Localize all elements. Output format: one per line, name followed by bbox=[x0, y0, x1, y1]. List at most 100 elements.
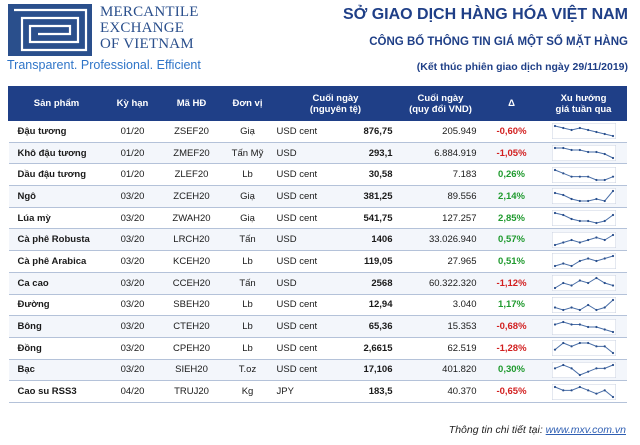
sparkline-point bbox=[594, 178, 598, 181]
trend-sparkline bbox=[551, 231, 616, 248]
sparkline-point bbox=[611, 284, 614, 287]
sparkline-point bbox=[603, 133, 606, 136]
close-price-cell: USD cent 12,94 bbox=[272, 293, 399, 317]
sparkline-point bbox=[578, 279, 581, 282]
sparkline-point bbox=[553, 211, 556, 215]
contract-code: ZSEF20 bbox=[160, 120, 223, 143]
sparkline-point bbox=[553, 265, 556, 268]
product-name: Cà phê Robusta bbox=[8, 228, 105, 252]
close-price-cell: USD cent 30,58 bbox=[272, 163, 399, 187]
contract-code: ZCEH20 bbox=[160, 185, 223, 208]
column-header: Xu hướng giá tuần qua bbox=[540, 86, 627, 121]
sparkline-point bbox=[561, 262, 564, 266]
contract-code: ZWAH20 bbox=[160, 206, 223, 230]
sparkline-point bbox=[578, 260, 581, 263]
sparkline-point bbox=[603, 178, 606, 181]
close-price: 65,36 bbox=[368, 321, 393, 333]
sparkline-point bbox=[569, 306, 573, 309]
close-price-cell: USD 293,1 bbox=[272, 141, 399, 165]
sparkline-point bbox=[611, 330, 614, 333]
sparkline-point bbox=[553, 125, 556, 128]
sparkline-point bbox=[578, 127, 581, 130]
sparkline-point bbox=[611, 135, 614, 138]
close-price: 2,6615 bbox=[363, 342, 393, 354]
trend-sparkline bbox=[551, 318, 616, 335]
sparkline-point bbox=[611, 213, 614, 217]
sparkline-line bbox=[554, 342, 613, 354]
sparkline-point bbox=[603, 282, 606, 285]
sparkline-point bbox=[611, 190, 614, 193]
contract-code: KCEH20 bbox=[160, 250, 223, 273]
sparkline-point bbox=[586, 342, 589, 345]
currency: USD cent bbox=[276, 190, 318, 202]
currency: USD cent bbox=[276, 364, 318, 376]
close-price-cell: USD cent 17,106 bbox=[272, 358, 399, 382]
sparkline-point bbox=[569, 367, 573, 370]
sparkline-point bbox=[578, 241, 581, 244]
currency: USD bbox=[276, 147, 297, 159]
sparkline-point bbox=[611, 352, 614, 355]
sparkline-point bbox=[603, 219, 606, 223]
product-name: Ca cao bbox=[8, 271, 105, 295]
sparkline-point bbox=[553, 322, 556, 326]
table-row: Cao su RSS3 04/20 TRUJ20 Kg JPY 183,5 40.370 -0… bbox=[8, 380, 627, 403]
product-name: Lúa mỳ bbox=[8, 206, 105, 230]
sparkline-frame bbox=[551, 275, 616, 292]
close-price: 541,75 bbox=[363, 212, 393, 224]
change-percent: 0,26% bbox=[482, 163, 541, 187]
sparkline-frame bbox=[551, 123, 616, 140]
product-name: Dầu đậu tương bbox=[8, 163, 105, 187]
page-subtitle: CÔNG BỐ THÔNG TIN GIÁ MỘT SỐ MẶT HÀNG bbox=[369, 36, 628, 48]
column-header: Đơn vị bbox=[222, 86, 273, 121]
product-name: Đồng bbox=[8, 336, 105, 360]
sparkline-line bbox=[554, 386, 613, 397]
close-price-vnd: 3.040 bbox=[398, 293, 483, 317]
close-price-vnd: 7.183 bbox=[398, 163, 483, 187]
product-name: Ngô bbox=[8, 185, 105, 208]
trend-sparkline bbox=[551, 361, 616, 378]
trend-cell bbox=[540, 228, 627, 252]
close-price-vnd: 205.949 bbox=[398, 120, 483, 143]
sparkline-point bbox=[569, 175, 573, 178]
price-table-container: Sản phẩm Kỳ hạn Mã HĐ Đơn vị Cuối ngày (nguyê… bbox=[8, 86, 627, 403]
trend-cell bbox=[540, 250, 627, 273]
sparkline-point bbox=[578, 322, 581, 326]
sparkline-point bbox=[594, 260, 598, 263]
term: 03/20 bbox=[104, 293, 161, 317]
sparkline-point bbox=[611, 233, 614, 236]
change-percent: -0,68% bbox=[482, 315, 541, 338]
trend-cell bbox=[540, 380, 627, 403]
trend-sparkline bbox=[551, 340, 616, 357]
sparkline-point bbox=[586, 388, 589, 392]
currency: USD cent bbox=[276, 169, 318, 181]
sparkline-point bbox=[553, 367, 556, 370]
close-price: 293,1 bbox=[368, 147, 393, 159]
table-row: Đồng 03/20 CPEH20 Lb USD cent 2,6615 62.519 -1,… bbox=[8, 336, 627, 360]
unit: Tấn bbox=[222, 228, 273, 252]
unit: Lb bbox=[222, 315, 273, 338]
sparkline-line bbox=[554, 364, 613, 376]
term: 04/20 bbox=[104, 380, 161, 403]
change-percent: 0,51% bbox=[482, 250, 541, 273]
change-percent: 0,57% bbox=[482, 228, 541, 252]
logo-line-2: EXCHANGE bbox=[100, 20, 185, 36]
contract-code: SIEH20 bbox=[160, 358, 223, 382]
sparkline-point bbox=[594, 198, 598, 201]
trend-cell bbox=[540, 271, 627, 295]
currency: USD cent bbox=[276, 299, 318, 311]
change-percent: 1,17% bbox=[482, 293, 541, 317]
unit: Lb bbox=[222, 293, 273, 317]
sparkline-point bbox=[569, 148, 573, 152]
unit: Giạ bbox=[222, 185, 273, 208]
sparkline-point bbox=[586, 200, 589, 203]
close-price-cell: USD cent 541,75 bbox=[272, 206, 399, 230]
change-percent: -0,65% bbox=[482, 380, 541, 403]
sparkline-point bbox=[569, 217, 573, 221]
tagline: Transparent. Professional. Efficient bbox=[7, 58, 201, 72]
sparkline-point bbox=[578, 373, 581, 377]
sparkline-line bbox=[554, 255, 613, 268]
term: 03/20 bbox=[104, 315, 161, 338]
currency: USD cent bbox=[276, 255, 318, 267]
website-link[interactable]: www.mxv.com.vn bbox=[545, 424, 626, 436]
sparkline-point bbox=[586, 150, 589, 154]
